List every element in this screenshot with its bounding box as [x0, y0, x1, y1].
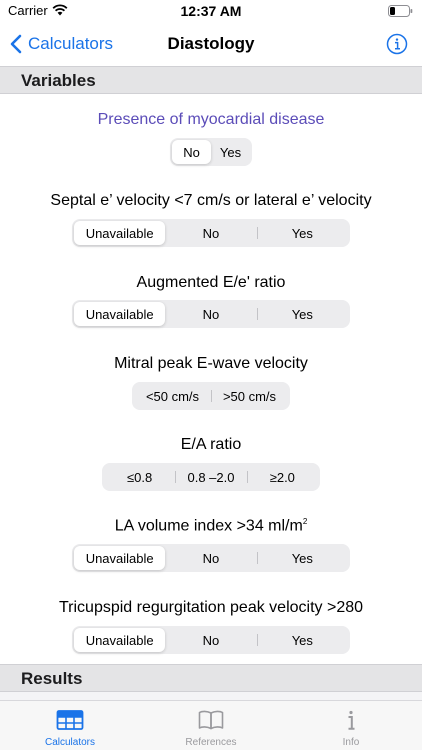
- tab-references[interactable]: References: [141, 701, 281, 750]
- option-yes[interactable]: Yes: [256, 546, 348, 570]
- option-0-8-to-2-0[interactable]: 0.8 –2.0: [175, 465, 246, 489]
- question-tricuspid-regurgitation: Tricupspid regurgitation peak velocity >…: [58, 599, 364, 616]
- option-ge-2-0[interactable]: ≥2.0: [246, 465, 318, 489]
- la-volume-index-selector[interactable]: Unavailable No Yes: [72, 544, 350, 572]
- tab-calculators[interactable]: Calculators: [0, 701, 140, 750]
- table-icon: [56, 710, 84, 730]
- tab-calculators-label: Calculators: [44, 737, 96, 748]
- option-above-50[interactable]: >50 cm/s: [211, 384, 288, 408]
- question-ea-ratio: E/A ratio: [180, 436, 242, 453]
- back-button[interactable]: Calculators: [10, 30, 113, 58]
- tab-info-label: Info: [342, 737, 360, 748]
- option-no[interactable]: No: [172, 140, 211, 164]
- option-no[interactable]: No: [202, 225, 220, 241]
- ea-ratio-selector[interactable]: ≤0.8 0.8 –2.0 ≥2.0: [102, 463, 320, 491]
- option-unavailable[interactable]: Unavailable: [74, 221, 166, 245]
- mitral-e-wave-selector[interactable]: <50 cm/s >50 cm/s: [132, 382, 290, 410]
- option-no[interactable]: No: [202, 306, 220, 322]
- question-myocardial-disease: Presence of myocardial disease: [97, 111, 325, 128]
- navigation-bar: Calculators Diastology: [0, 24, 422, 64]
- augmented-ee-ratio-selector[interactable]: Unavailable No Yes: [72, 300, 350, 328]
- option-unavailable[interactable]: Unavailable: [74, 302, 166, 326]
- option-yes[interactable]: Yes: [256, 302, 348, 326]
- option-yes[interactable]: Yes: [256, 221, 348, 245]
- status-bar: Carrier 12:37 AM: [0, 0, 422, 24]
- page-title: Diastology: [167, 34, 255, 53]
- battery-icon: [388, 5, 413, 17]
- results-section-header: Results: [0, 664, 422, 692]
- option-yes[interactable]: Yes: [219, 144, 242, 160]
- question-la-volume-index: LA volume index >34 ml/m2: [0, 517, 422, 535]
- myocardial-disease-selector[interactable]: No Yes: [170, 138, 252, 166]
- tab-bar: Calculators References Info: [0, 700, 422, 750]
- chevron-left-icon: [10, 34, 22, 54]
- la-volume-label: LA volume index >34 ml/m: [114, 517, 303, 535]
- variables-section-header: Variables: [0, 66, 422, 94]
- carrier-label: Carrier: [8, 3, 48, 18]
- book-icon: [198, 710, 224, 730]
- back-label: Calculators: [28, 34, 114, 53]
- septal-velocity-selector[interactable]: Unavailable No Yes: [72, 219, 350, 247]
- option-le-0-8[interactable]: ≤0.8: [127, 469, 153, 485]
- info-icon[interactable]: [386, 33, 408, 55]
- tricuspid-regurgitation-selector[interactable]: Unavailable No Yes: [72, 626, 350, 654]
- results-content: [0, 692, 422, 700]
- info-icon: [348, 710, 355, 730]
- la-volume-superscript: 2: [302, 517, 308, 526]
- status-time: 12:37 AM: [180, 3, 242, 19]
- wifi-icon: [52, 4, 68, 16]
- tab-info[interactable]: Info: [281, 701, 421, 750]
- question-septal-velocity: Septal e’ velocity <7 cm/s or lateral e’…: [50, 192, 372, 209]
- option-below-50[interactable]: <50 cm/s: [145, 388, 200, 404]
- variables-header-label: Variables: [21, 71, 96, 90]
- option-no[interactable]: No: [202, 632, 220, 648]
- option-yes[interactable]: Yes: [256, 628, 348, 652]
- option-unavailable[interactable]: Unavailable: [74, 546, 166, 570]
- question-augmented-ee-ratio: Augmented E/e' ratio: [136, 274, 286, 291]
- option-no[interactable]: No: [202, 550, 220, 566]
- option-unavailable[interactable]: Unavailable: [74, 628, 166, 652]
- results-header-label: Results: [21, 669, 83, 688]
- question-mitral-e-wave: Mitral peak E-wave velocity: [114, 355, 308, 372]
- tab-references-label: References: [185, 737, 237, 748]
